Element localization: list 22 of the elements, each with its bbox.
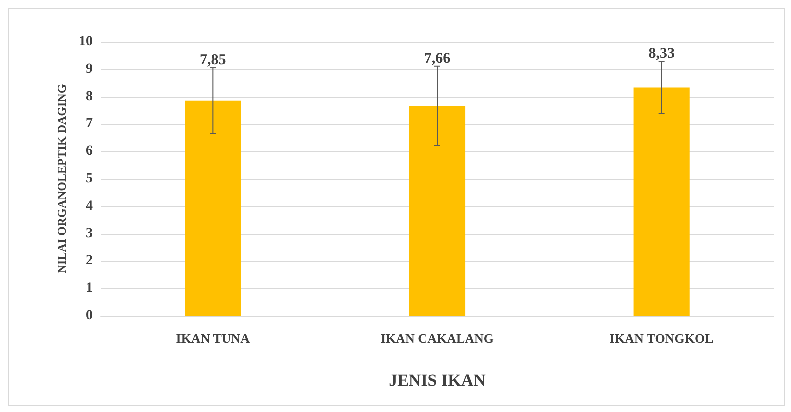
y-tick-label: 6 [86, 144, 93, 160]
x-tick-label: IKAN TUNA [176, 331, 251, 346]
y-tick-label: 2 [86, 254, 93, 269]
y-tick-label: 7 [86, 116, 93, 132]
y-tick-label: 5 [86, 172, 93, 186]
y-tick-label: 0 [86, 308, 93, 324]
data-label: 7,66 [424, 50, 452, 67]
y-tick-label: 10 [79, 34, 93, 50]
y-tick-label: 3 [86, 226, 93, 242]
data-label: 7,85 [200, 52, 226, 69]
y-tick-label: 9 [86, 62, 93, 77]
data-label: 8,33 [648, 46, 675, 62]
y-tick-label: 8 [86, 89, 93, 104]
bar [634, 88, 690, 316]
x-axis-title: JENIS IKAN [389, 371, 487, 390]
bar [185, 100, 242, 316]
x-tick-label: IKAN TONGKOL [610, 331, 714, 346]
y-tick-label: 4 [86, 198, 93, 214]
bar [409, 106, 466, 316]
y-tick-label: 1 [86, 281, 93, 296]
x-tick-label: IKAN CAKALANG [380, 331, 494, 346]
y-axis-title: NILAI ORGANOLEPTIK DAGING [55, 84, 70, 274]
